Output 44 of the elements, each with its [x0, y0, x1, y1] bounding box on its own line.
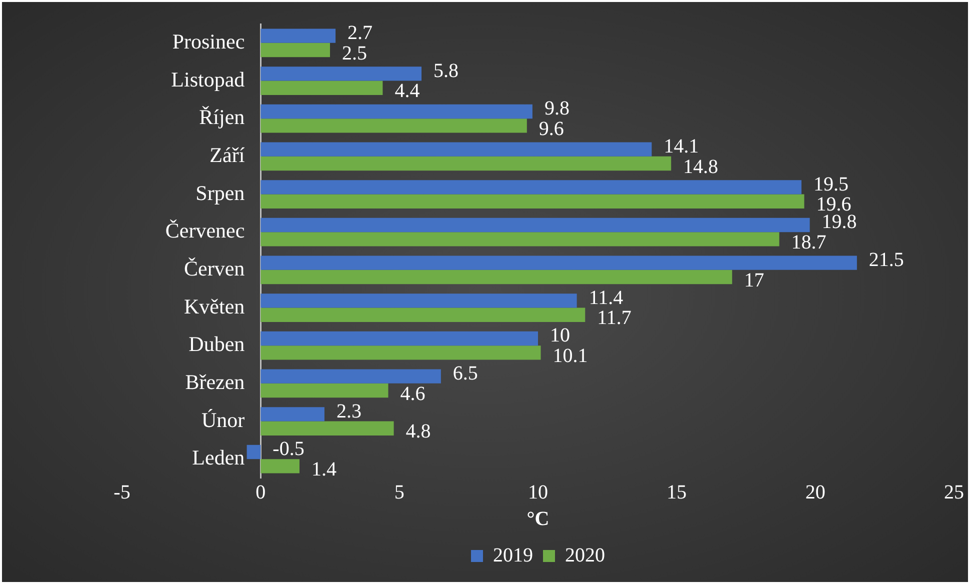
x-tick-label: 25: [944, 481, 964, 504]
data-label: 1.4: [311, 458, 336, 480]
data-label: 10.1: [552, 344, 588, 367]
y-tick-label: Říjen: [199, 105, 246, 130]
x-tick-label: 10: [528, 481, 548, 504]
x-tick-label: 0: [256, 481, 266, 504]
x-tick-label: 5: [394, 481, 404, 504]
x-tick-label: 20: [805, 481, 826, 504]
legend-label: 2020: [565, 544, 605, 566]
y-tick-label: Listopad: [171, 67, 246, 92]
y-tick-label: Duben: [188, 332, 246, 356]
y-tick-label: Leden: [192, 446, 246, 470]
data-label: 5.8: [434, 60, 459, 82]
data-label: 9.8: [544, 98, 570, 120]
y-tick-label: Září: [210, 142, 245, 167]
data-label: 11.4: [588, 286, 624, 309]
data-label: 2.7: [348, 22, 373, 44]
y-tick-label: Březen: [185, 370, 246, 394]
data-label: 21.5: [868, 249, 904, 272]
data-label: 4.6: [400, 382, 426, 405]
x-tick-label: -5: [114, 481, 130, 504]
data-label: 4.8: [406, 420, 431, 443]
y-tick-label: Prosinec: [172, 29, 245, 54]
data-label: 2.3: [336, 400, 362, 422]
y-tick-label: Červenec: [165, 218, 245, 243]
data-label: 19.5: [813, 173, 848, 196]
y-tick-label: Únor: [201, 408, 245, 432]
data-label: 17: [744, 269, 764, 292]
x-axis-title: °C: [526, 508, 550, 530]
y-tick-label: Srpen: [196, 180, 246, 205]
data-label: 14.8: [683, 156, 718, 178]
data-label: 9.6: [538, 118, 564, 140]
data-label: 2.5: [342, 42, 367, 64]
data-label: -0.5: [272, 438, 304, 460]
y-tick-label: Květen: [184, 294, 246, 318]
data-label: 10: [550, 324, 570, 347]
legend-label: 2019: [493, 544, 533, 566]
data-label: 4.4: [394, 80, 420, 102]
data-label: 14.1: [664, 136, 699, 158]
data-label: 11.7: [597, 307, 632, 330]
x-tick-label: 15: [666, 481, 687, 504]
data-label: 18.7: [791, 231, 826, 254]
data-label: 6.5: [452, 362, 478, 385]
y-tick-label: Červen: [184, 256, 246, 280]
